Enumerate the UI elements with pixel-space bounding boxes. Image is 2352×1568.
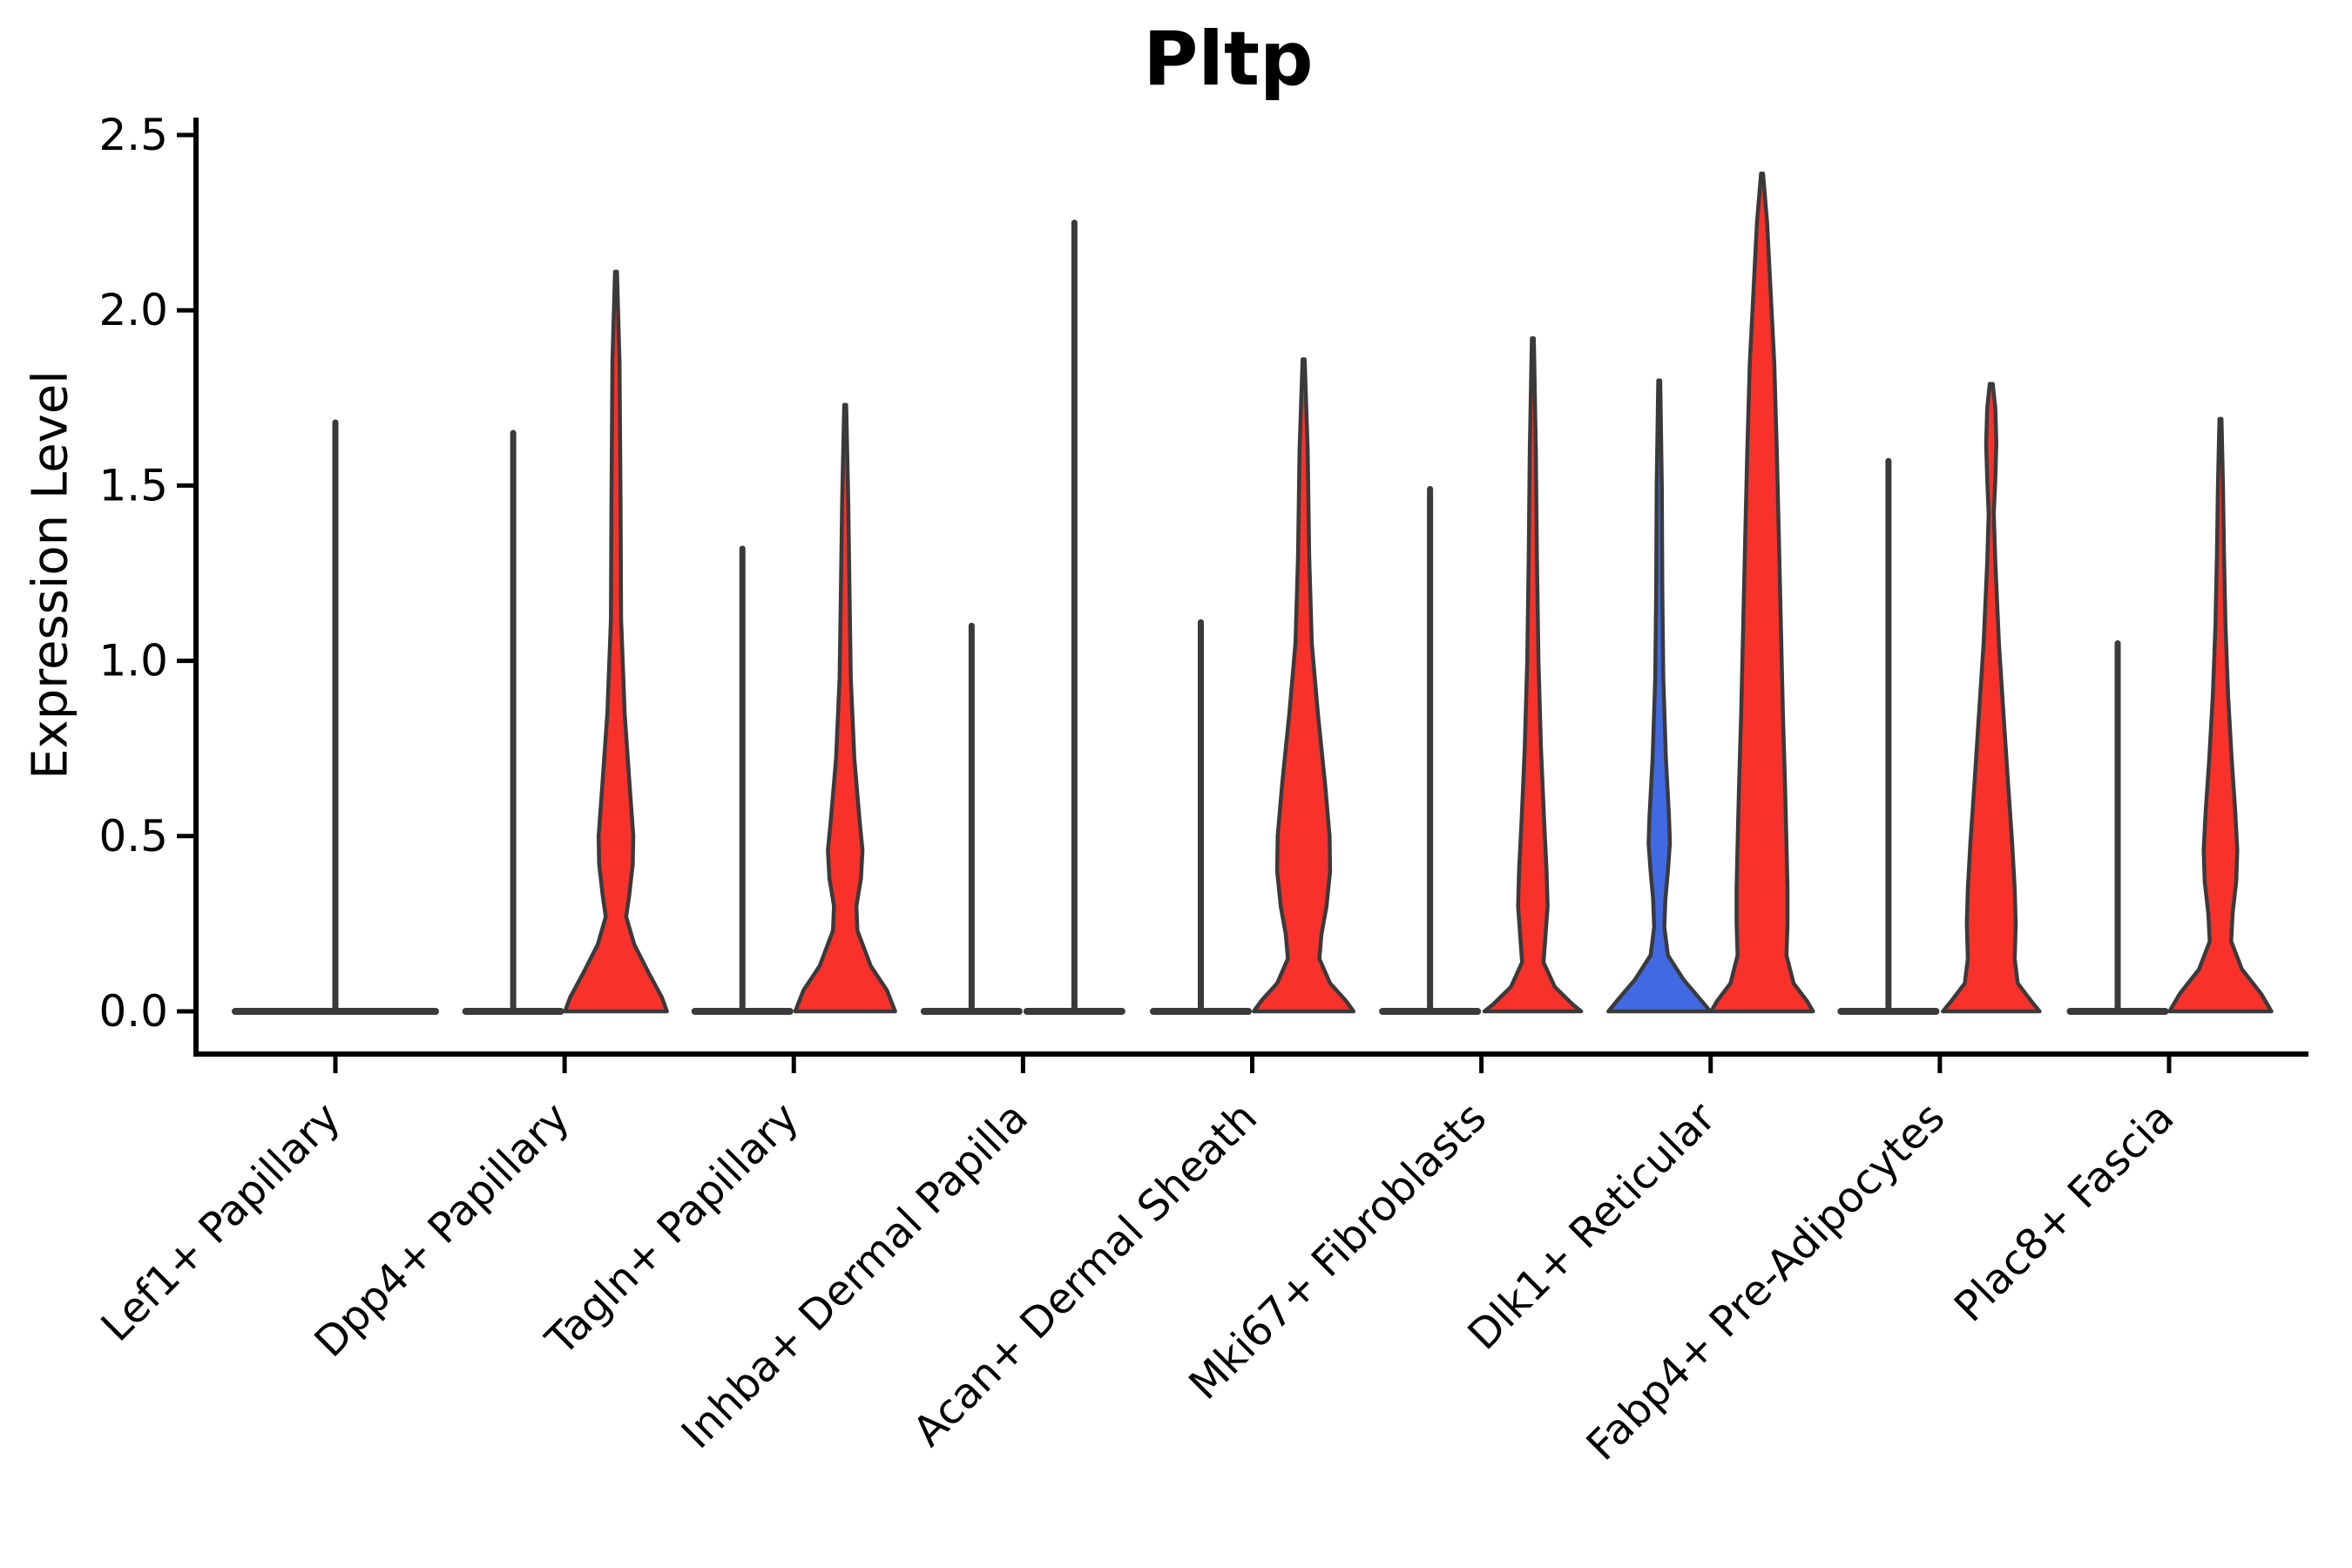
- violin-body: [2167, 416, 2274, 1014]
- violin-body: [563, 269, 669, 1014]
- y-tick-label: 2.0: [98, 285, 168, 335]
- x-tick-label: Plac8+ Fascia: [1945, 1093, 2184, 1332]
- violin-body: [1709, 172, 1815, 1014]
- violin-body: [1251, 357, 1356, 1014]
- y-tick-label: 1.0: [98, 636, 168, 686]
- x-tick-label: Tagln+ Papillary: [536, 1093, 808, 1365]
- y-tick-label: 0.5: [98, 811, 168, 862]
- x-tick-label: Lef1+ Papillary: [92, 1093, 350, 1351]
- chart-title: Pltp: [1143, 16, 1314, 103]
- x-tick-label: Dpp4+ Papillary: [306, 1093, 579, 1367]
- violin-body: [1482, 336, 1584, 1014]
- violin-body: [793, 402, 897, 1014]
- y-tick-label: 0.0: [98, 986, 168, 1037]
- y-tick-label: 1.5: [98, 460, 168, 510]
- x-tick-label: Dlk1+ Reticular: [1459, 1093, 1726, 1360]
- violin-body: [1606, 378, 1713, 1014]
- y-tick-label: 2.5: [98, 110, 168, 160]
- violin-body: [1941, 382, 2042, 1014]
